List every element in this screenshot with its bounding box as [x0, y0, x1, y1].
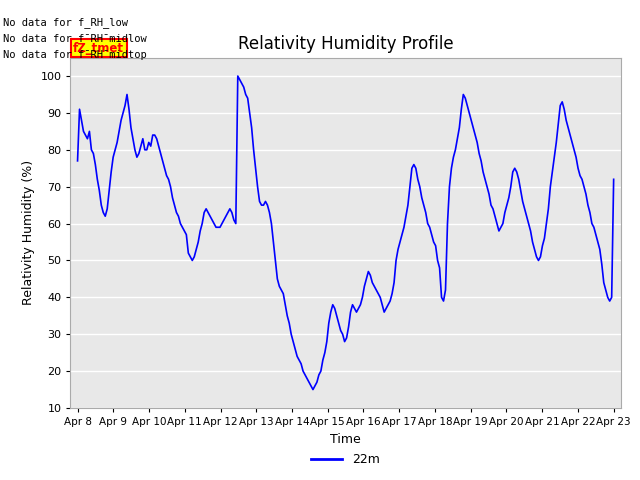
Y-axis label: Relativity Humidity (%): Relativity Humidity (%) — [22, 160, 35, 305]
Text: fZ_tmet: fZ_tmet — [73, 42, 124, 55]
Text: No data for f_RH_low: No data for f_RH_low — [3, 17, 128, 28]
Title: Relativity Humidity Profile: Relativity Humidity Profile — [238, 35, 453, 53]
Text: No data for f¯RH¯midlow: No data for f¯RH¯midlow — [3, 34, 147, 44]
Text: No data for f¯RH¯midtop: No data for f¯RH¯midtop — [3, 50, 147, 60]
X-axis label: Time: Time — [330, 432, 361, 445]
Legend: 22m: 22m — [306, 448, 385, 471]
